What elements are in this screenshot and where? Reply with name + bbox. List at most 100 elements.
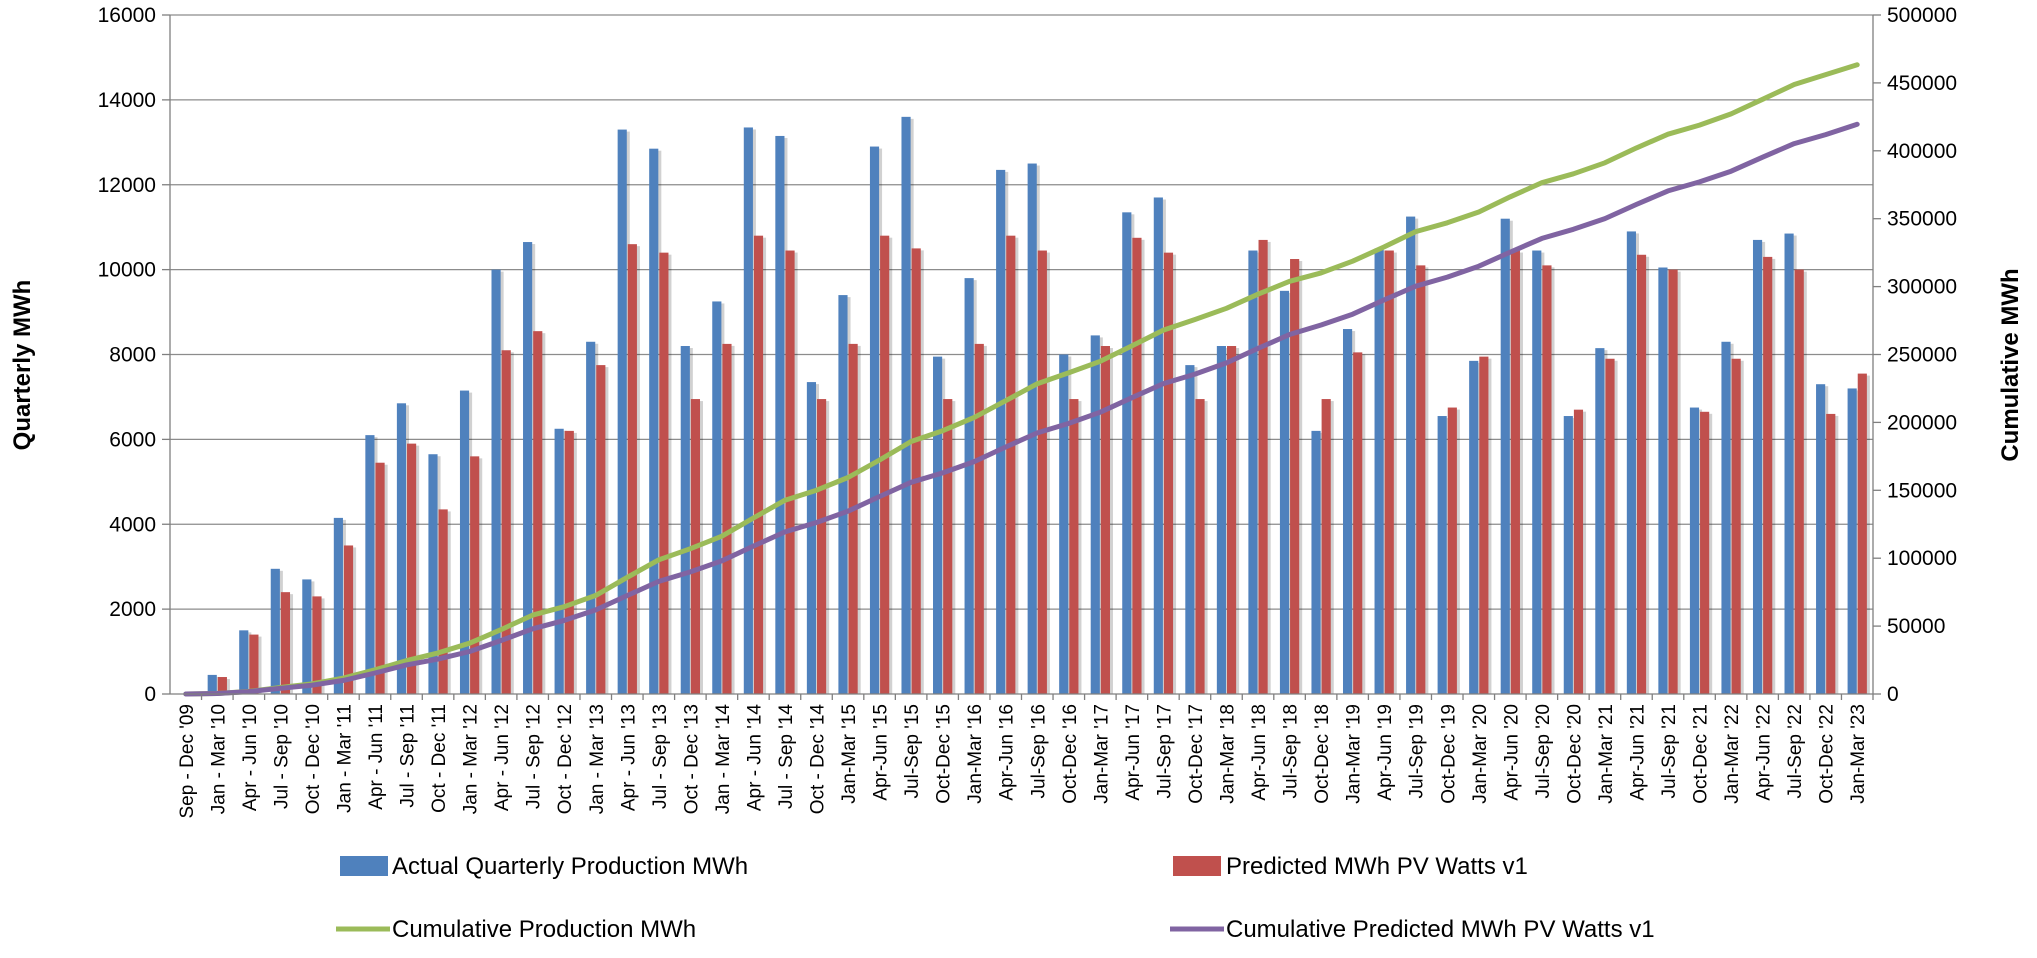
- bar: [880, 235, 890, 695]
- bar: [722, 343, 732, 694]
- bar: [586, 341, 596, 694]
- right-axis-title: Cumulative MWh: [1997, 268, 2024, 461]
- bar: [1195, 399, 1205, 694]
- bar: [1248, 250, 1258, 694]
- right-axis-ticks: 0 50000 100000 150000 200000 250000 300000 3500…: [1873, 4, 1957, 706]
- category-label: Oct-Dec '20: [1564, 704, 1585, 804]
- bar: [817, 399, 827, 694]
- left-axis-ticks: 0 2000 4000 6000 8000 10000 12000 14000 16000: [98, 4, 170, 706]
- right-axis-tick-label: 100000: [1887, 547, 1957, 570]
- category-label: Jan-Mar '18: [1217, 704, 1238, 804]
- category-label: Apr - Jun '14: [744, 704, 765, 812]
- bar: [1342, 329, 1353, 694]
- bar: [470, 456, 480, 694]
- bar: [407, 443, 417, 694]
- bar: [1636, 254, 1647, 694]
- category-label: Apr-Jun '16: [997, 704, 1018, 801]
- left-axis-tick-label: 2000: [109, 598, 156, 621]
- bar: [1510, 250, 1520, 694]
- bar: [1311, 430, 1321, 694]
- category-label: Oct-Dec '21: [1691, 704, 1712, 804]
- bar: [869, 146, 880, 694]
- bar: [1563, 416, 1573, 694]
- category-label: Sep - Dec '09: [177, 704, 198, 819]
- bar: [901, 116, 911, 695]
- bar: [1279, 290, 1290, 694]
- bar: [1731, 358, 1741, 694]
- right-axis-tick-label: 450000: [1887, 72, 1957, 95]
- bar: [1626, 231, 1636, 694]
- bar: [1226, 346, 1237, 694]
- left-axis-tick-label: 0: [144, 683, 156, 706]
- bar: [523, 242, 533, 694]
- category-label: Oct-Dec '22: [1817, 704, 1838, 804]
- category-label: Jul - Sep '13: [650, 704, 671, 809]
- category-label: Oct-Dec '19: [1438, 704, 1459, 804]
- bar: [1700, 411, 1710, 694]
- category-label: Oct - Dec '13: [681, 704, 702, 814]
- bar: [280, 592, 291, 694]
- bar: [1689, 407, 1700, 694]
- bar: [848, 343, 858, 694]
- bar: [1721, 341, 1731, 694]
- bar: [1163, 252, 1174, 694]
- category-label: Oct-Dec '18: [1312, 704, 1333, 804]
- bar: [943, 399, 953, 694]
- bar: [239, 630, 249, 694]
- bar: [459, 390, 470, 694]
- category-label: Jul-Sep '21: [1659, 704, 1680, 798]
- bar: [649, 148, 659, 695]
- category-label: Jul - Sep '14: [776, 704, 797, 809]
- category-label: Oct - Dec '14: [808, 704, 829, 815]
- bar-series: [207, 116, 1870, 695]
- series-line: [183, 62, 1860, 697]
- category-label: Apr-Jun '18: [1249, 704, 1270, 801]
- bar: [1122, 212, 1132, 694]
- bar: [996, 169, 1006, 695]
- bar: [617, 129, 627, 695]
- category-label: Jul-Sep '16: [1028, 704, 1049, 798]
- bar: [375, 462, 385, 694]
- right-axis-tick-label: 0: [1887, 683, 1899, 706]
- bar: [1532, 250, 1542, 694]
- category-label: Oct-Dec '16: [1060, 704, 1081, 804]
- bar: [1132, 237, 1142, 694]
- category-label: Jan - Mar '12: [461, 704, 482, 814]
- category-label: Jan-Mar '22: [1722, 704, 1743, 804]
- bar: [217, 677, 227, 694]
- bar: [1479, 356, 1489, 694]
- category-label: Jan - Mar '13: [587, 704, 608, 814]
- category-label: Jul-Sep '17: [1154, 704, 1175, 798]
- bar: [396, 403, 407, 694]
- left-axis-tick-label: 16000: [98, 4, 156, 27]
- bar: [1763, 256, 1773, 694]
- bar: [712, 301, 722, 694]
- bar: [753, 235, 764, 695]
- bar: [1037, 250, 1047, 694]
- category-label: Apr - Jun '13: [618, 704, 639, 811]
- bar: [1006, 235, 1016, 695]
- bar: [974, 343, 984, 694]
- bar: [933, 356, 943, 694]
- category-label: Jul-Sep '19: [1407, 704, 1428, 798]
- bar: [428, 454, 438, 694]
- bar: [659, 252, 669, 694]
- bar: [1290, 259, 1300, 694]
- bar: [1216, 346, 1226, 694]
- bar: [302, 579, 312, 694]
- bar: [1668, 269, 1678, 694]
- left-axis-tick-label: 8000: [109, 344, 156, 367]
- bar: [1153, 197, 1163, 694]
- bar: [1847, 388, 1857, 694]
- bar: [1816, 384, 1826, 694]
- category-label: Jul-Sep '18: [1281, 704, 1302, 798]
- category-label: Jan-Mar '15: [839, 704, 860, 804]
- category-label: Apr-Jun '19: [1375, 704, 1396, 801]
- category-label: Apr - Jun '12: [492, 704, 513, 811]
- right-axis-tick-label: 250000: [1887, 344, 1957, 367]
- right-axis-tick-label: 300000: [1887, 276, 1957, 299]
- bar: [680, 346, 690, 694]
- category-label: Jan - Mar '14: [713, 704, 734, 815]
- category-label: Jan-Mar '23: [1848, 704, 1869, 804]
- category-label: Jan-Mar '20: [1470, 704, 1491, 804]
